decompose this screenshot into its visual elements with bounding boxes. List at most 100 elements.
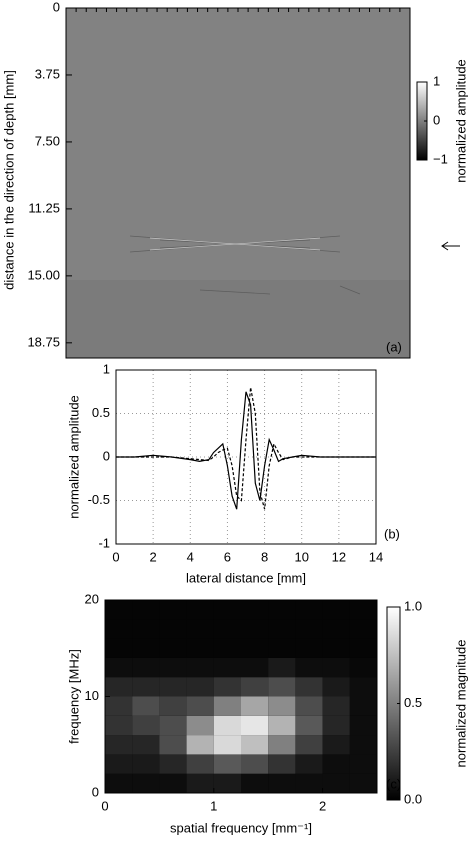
heatmap-cell xyxy=(186,754,214,774)
heatmap-cell xyxy=(213,677,241,697)
heatmap-cell xyxy=(241,657,269,678)
heatmap-cell xyxy=(349,715,377,736)
colorbar-label: normalized magnitude xyxy=(453,640,468,768)
heatmap-cell xyxy=(105,657,133,678)
heatmap-cell xyxy=(186,619,214,639)
image-field-lower xyxy=(66,280,410,358)
heatmap-cell xyxy=(241,677,269,697)
image-panel xyxy=(66,8,410,358)
y-tick-label: 11.25 xyxy=(28,200,60,215)
heatmap-cell xyxy=(105,638,133,658)
heatmap-cell xyxy=(132,677,160,697)
heatmap-cell xyxy=(105,773,133,793)
heatmap-cell xyxy=(159,638,187,658)
y-tick-label: 20 xyxy=(85,591,99,606)
heatmap-cell xyxy=(213,735,241,755)
heatmap-cell xyxy=(349,600,377,620)
image-field xyxy=(66,8,410,280)
y-tick-label: 10 xyxy=(85,688,99,703)
heatmap-cell xyxy=(241,696,269,716)
heatmap-cell xyxy=(295,619,323,639)
heatmap-cell xyxy=(322,735,350,755)
heatmap-cell xyxy=(132,638,160,658)
y-tick-label: -1 xyxy=(98,535,110,550)
y-tick-label: 3.75 xyxy=(35,66,60,81)
heatmap-cell xyxy=(322,696,350,716)
heatmap-cell xyxy=(213,657,241,678)
heatmap-cell xyxy=(159,696,187,716)
heatmap-cell xyxy=(186,696,214,716)
heatmap-cell xyxy=(349,619,377,639)
heatmap-cell xyxy=(159,715,187,736)
heatmap-cell xyxy=(241,715,269,736)
heatmap-cell xyxy=(295,773,323,793)
y-tick-label: 15.00 xyxy=(27,267,60,282)
heatmap-cell xyxy=(295,696,323,716)
heatmap-cell xyxy=(322,773,350,793)
heatmap-cell xyxy=(186,657,214,678)
panel-label: (a) xyxy=(386,339,402,354)
colorbar-tick-label: 1 xyxy=(433,73,440,88)
heatmap-cell xyxy=(132,754,160,774)
heatmap-cell xyxy=(213,715,241,736)
heatmap-cell xyxy=(159,735,187,755)
heatmap-cell xyxy=(268,657,296,678)
heatmap-cell xyxy=(322,754,350,774)
heatmap-cell xyxy=(241,754,269,774)
heatmap-cell xyxy=(268,773,296,793)
echo-pattern-light xyxy=(149,237,321,251)
heatmap-cell xyxy=(349,735,377,755)
heatmap-cell xyxy=(349,638,377,658)
heatmap-cell xyxy=(213,619,241,639)
data-line xyxy=(116,387,376,510)
y-tick-label: 18.75 xyxy=(27,334,60,349)
heatmap-cell xyxy=(105,696,133,716)
y-tick-label: 1 xyxy=(103,361,110,376)
heatmap-cell xyxy=(295,715,323,736)
heatmap-cell xyxy=(268,696,296,716)
heatmap-cell xyxy=(295,657,323,678)
colorbar-tick-label: 0.5 xyxy=(404,695,422,710)
y-tick-label: -0.5 xyxy=(88,492,110,507)
heatmap-cell xyxy=(186,638,214,658)
x-tick-label: 4 xyxy=(187,549,194,564)
y-tick-label: 0.5 xyxy=(92,405,110,420)
y-tick-label: 0 xyxy=(103,448,110,463)
data-line xyxy=(116,391,376,510)
heatmap-cell xyxy=(322,600,350,620)
y-tick-label: 7.50 xyxy=(35,133,60,148)
heatmap-cell xyxy=(241,735,269,755)
heatmap-cell xyxy=(132,715,160,736)
heatmap-cell xyxy=(295,600,323,620)
heatmap-cell xyxy=(241,619,269,639)
heatmap-cell xyxy=(349,754,377,774)
heatmap-cell xyxy=(132,600,160,620)
heatmap-cell xyxy=(159,677,187,697)
heatmap-cell xyxy=(159,657,187,678)
heatmap-cell xyxy=(268,638,296,658)
heatmap-cell xyxy=(105,600,133,620)
y-axis-label: frequency [MHz] xyxy=(66,649,81,744)
x-tick-label: 2 xyxy=(150,549,157,564)
x-tick-label: 0 xyxy=(101,798,108,813)
heatmap-cell xyxy=(295,677,323,697)
heatmap-cell xyxy=(268,600,296,620)
heatmap-cell xyxy=(349,677,377,697)
heatmap-cell xyxy=(186,735,214,755)
heatmap-cell xyxy=(295,638,323,658)
heatmap-cell xyxy=(132,773,160,793)
heatmap-cell xyxy=(213,638,241,658)
y-tick-label: 0 xyxy=(53,0,60,14)
x-tick-label: 2 xyxy=(319,798,326,813)
panel-label: (c) xyxy=(386,776,401,791)
heatmap-cell xyxy=(268,619,296,639)
colorbar-tick-label: 0 xyxy=(433,112,440,127)
heatmap-cell xyxy=(105,735,133,755)
heatmap-cell xyxy=(268,715,296,736)
x-tick-label: 6 xyxy=(224,549,231,564)
heatmap-cell xyxy=(159,754,187,774)
heatmap-cell xyxy=(268,735,296,755)
heatmap-cell xyxy=(213,773,241,793)
y-tick-label: 0 xyxy=(92,784,99,799)
